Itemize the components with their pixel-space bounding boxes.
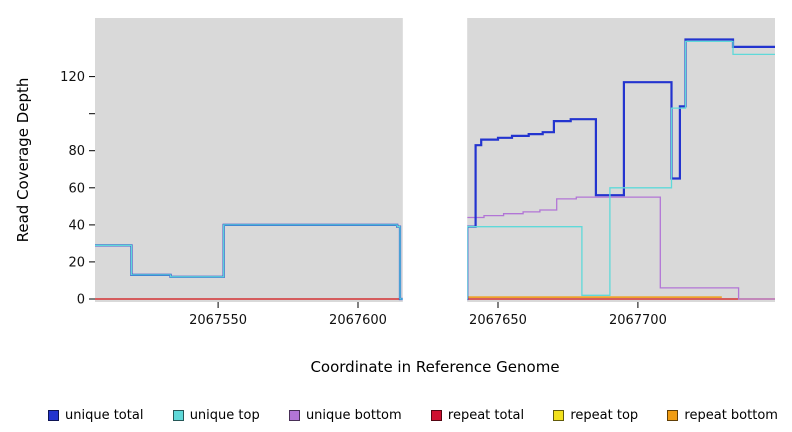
y-tick-label: 20 — [68, 255, 85, 270]
legend-label: unique total — [65, 407, 144, 423]
legend-swatch-icon — [430, 409, 442, 421]
series-line-unique-top — [95, 40, 775, 300]
chart-legend: unique total unique top unique bottom repea… — [48, 406, 778, 424]
y-tick-label: 40 — [68, 218, 85, 233]
legend-item-unique-top: unique top — [172, 407, 260, 423]
legend-item-repeat-total: repeat total — [430, 407, 525, 423]
legend-label: unique top — [189, 407, 260, 423]
legend-swatch-icon — [288, 409, 300, 421]
legend-swatch-icon — [48, 409, 59, 421]
x-tick-label: 2067700 — [609, 313, 667, 328]
legend-item-unique-total: unique total — [48, 408, 143, 423]
coverage-gap-region — [402, 18, 468, 302]
legend-swatch-icon — [553, 409, 565, 421]
x-tick-label: 2067650 — [469, 313, 527, 328]
plot-layer: 2067550 2067600 2067650 2067700 0 20 40 60 80 120 — [60, 18, 775, 328]
y-tick-label: 0 — [77, 293, 85, 308]
y-tick-label: 120 — [60, 70, 85, 85]
legend-swatch-icon — [172, 409, 184, 421]
legend-label: unique bottom — [305, 407, 402, 423]
legend-label: repeat total — [447, 407, 525, 423]
legend-swatch-icon — [667, 409, 679, 421]
y-tick-label: 80 — [68, 144, 85, 159]
legend-label: repeat bottom — [684, 407, 778, 423]
x-axis-title: Coordinate in Reference Genome — [310, 358, 559, 376]
legend-item-unique-bottom: unique bottom — [288, 407, 402, 423]
series-line-unique-bottom — [467, 196, 775, 300]
legend-item-repeat-bottom: repeat bottom — [667, 408, 778, 423]
y-axis-title: Read Coverage Depth — [14, 78, 32, 243]
y-tick-label: 60 — [68, 181, 85, 196]
x-tick-label: 2067550 — [189, 313, 247, 328]
legend-label: repeat top — [570, 407, 639, 423]
x-tick-label: 2067600 — [329, 313, 387, 328]
legend-item-repeat-top: repeat top — [553, 408, 638, 423]
